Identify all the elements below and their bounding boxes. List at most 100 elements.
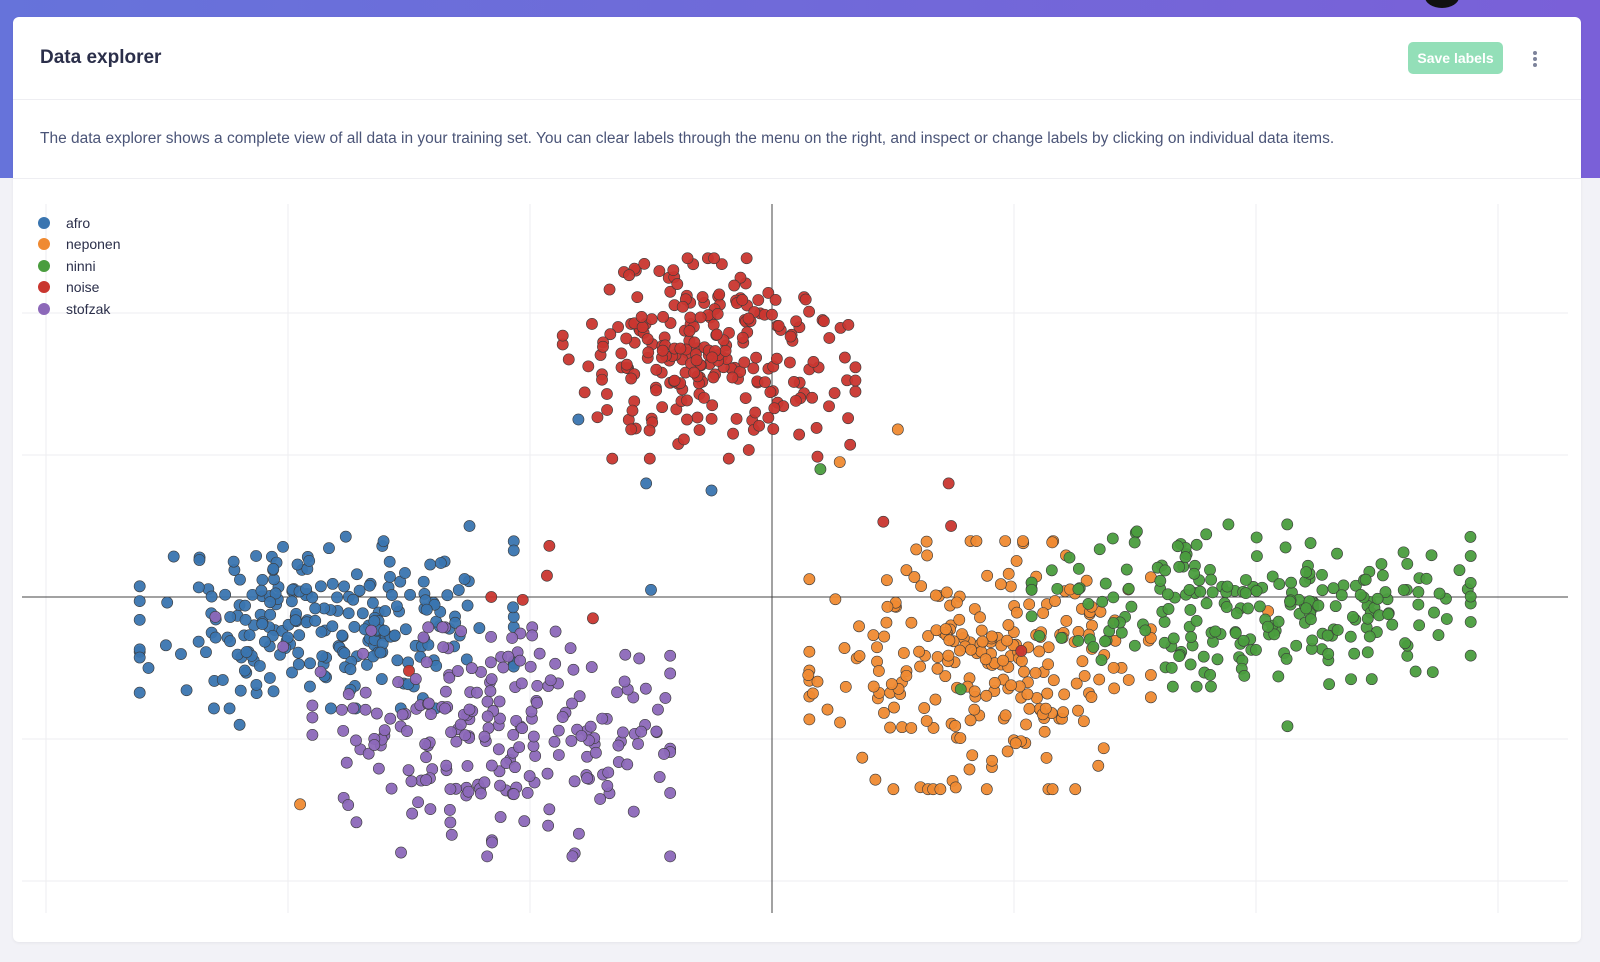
data-point-ninni[interactable] [1200,528,1213,541]
data-point-neponen[interactable] [891,423,904,436]
data-point-neponen[interactable] [908,571,921,583]
data-point-afro[interactable] [326,620,339,633]
data-point-afro[interactable] [342,607,355,620]
data-point-stofzak[interactable] [420,774,432,786]
data-point-stofzak[interactable] [385,782,398,795]
data-point-stofzak[interactable] [484,656,497,669]
data-point-stofzak[interactable] [420,751,432,764]
data-point-noise[interactable] [601,404,613,416]
data-point-stofzak[interactable] [402,764,415,777]
data-point-ninni[interactable] [1158,616,1171,628]
data-point-afro[interactable] [309,614,322,627]
data-point-neponen[interactable] [1039,702,1052,715]
data-point-stofzak[interactable] [419,738,432,750]
data-point-neponen[interactable] [994,578,1007,591]
data-point-ninni[interactable] [1329,600,1342,613]
data-point-afro[interactable] [200,646,212,659]
data-point-neponen[interactable] [880,616,893,629]
data-point-afro[interactable] [240,646,253,658]
data-point-ninni[interactable] [1159,564,1172,577]
data-point-afro[interactable] [331,591,343,604]
legend-item-stofzak[interactable]: stofzak [38,298,121,320]
data-point-stofzak[interactable] [518,815,531,828]
data-point-afro[interactable] [388,629,401,642]
data-point-ninni[interactable] [954,683,967,696]
data-point-ninni[interactable] [1312,599,1325,612]
data-point-afro[interactable] [304,680,316,693]
data-point-afro[interactable] [208,702,220,715]
data-point-noise[interactable] [620,358,633,371]
data-point-noise[interactable] [693,424,706,436]
data-point-neponen[interactable] [1001,745,1014,758]
data-point-ninni[interactable] [1197,650,1210,663]
data-point-ninni[interactable] [1397,546,1410,559]
data-point-noise[interactable] [740,252,753,265]
data-point-ninni[interactable] [1464,531,1477,543]
data-point-ninni[interactable] [1072,634,1085,647]
data-point-ninni[interactable] [1183,583,1196,596]
data-point-noise[interactable] [681,252,694,265]
data-point-stofzak[interactable] [565,735,578,747]
data-point-ninni[interactable] [1426,666,1439,678]
data-point-ninni[interactable] [1096,595,1109,608]
data-point-ninni[interactable] [1162,603,1175,615]
data-point-stofzak[interactable] [461,760,474,772]
data-point-noise[interactable] [734,271,747,284]
data-point-stofzak[interactable] [567,663,580,676]
data-point-noise[interactable] [736,294,749,306]
data-point-stofzak[interactable] [450,735,463,748]
data-point-neponen[interactable] [1002,567,1015,580]
data-point-afro[interactable] [303,554,316,567]
data-point-ninni[interactable] [1347,611,1359,623]
data-point-ninni[interactable] [1464,616,1477,628]
data-point-afro[interactable] [300,583,313,595]
data-point-stofzak[interactable] [627,805,640,818]
data-point-ninni[interactable] [1165,661,1178,674]
data-point-stofzak[interactable] [337,724,350,737]
data-point-ninni[interactable] [1250,644,1262,656]
data-point-stofzak[interactable] [425,708,437,721]
data-point-afro[interactable] [424,558,437,571]
data-point-neponen[interactable] [913,645,925,658]
data-point-ninni[interactable] [1107,617,1120,629]
data-point-noise[interactable] [707,371,720,384]
data-point-stofzak[interactable] [494,779,506,792]
data-point-stofzak[interactable] [462,785,475,798]
data-point-stofzak[interactable] [585,661,598,673]
data-point-noise[interactable] [742,312,755,325]
data-point-noise[interactable] [762,411,775,424]
data-point-stofzak[interactable] [378,724,391,737]
data-point-neponen[interactable] [905,722,918,734]
data-point-afro[interactable] [324,702,337,715]
data-point-neponen[interactable] [981,569,994,582]
data-point-stofzak[interactable] [342,799,355,811]
data-point-noise[interactable] [635,311,648,323]
data-point-afro[interactable] [239,613,252,626]
data-point-noise[interactable] [691,411,704,424]
data-point-neponen[interactable] [966,749,979,762]
data-point-ninni[interactable] [1209,625,1222,638]
data-point-neponen[interactable] [968,703,981,716]
data-point-afro[interactable] [263,672,276,684]
data-point-noise[interactable] [636,321,649,333]
data-point-neponen[interactable] [931,662,944,675]
data-point-ninni[interactable] [1120,563,1133,576]
data-point-stofzak[interactable] [653,771,666,783]
data-point-neponen[interactable] [1021,688,1034,701]
data-point-afro[interactable] [417,575,430,588]
data-point-ninni[interactable] [1184,658,1197,671]
data-point-afro[interactable] [192,635,205,648]
data-point-noise[interactable] [752,294,765,306]
data-point-noise[interactable] [722,452,735,465]
data-point-neponen[interactable] [856,751,869,764]
data-point-afro[interactable] [449,616,462,629]
data-point-afro[interactable] [645,583,657,596]
data-point-neponen[interactable] [1033,645,1046,658]
data-point-ninni[interactable] [1139,624,1152,637]
data-point-stofzak[interactable] [573,690,586,703]
data-point-neponen[interactable] [1080,574,1093,587]
data-point-ninni[interactable] [1099,635,1111,648]
data-point-ninni[interactable] [1128,639,1141,652]
data-point-ninni[interactable] [1190,614,1203,627]
data-point-stofzak[interactable] [590,746,602,759]
